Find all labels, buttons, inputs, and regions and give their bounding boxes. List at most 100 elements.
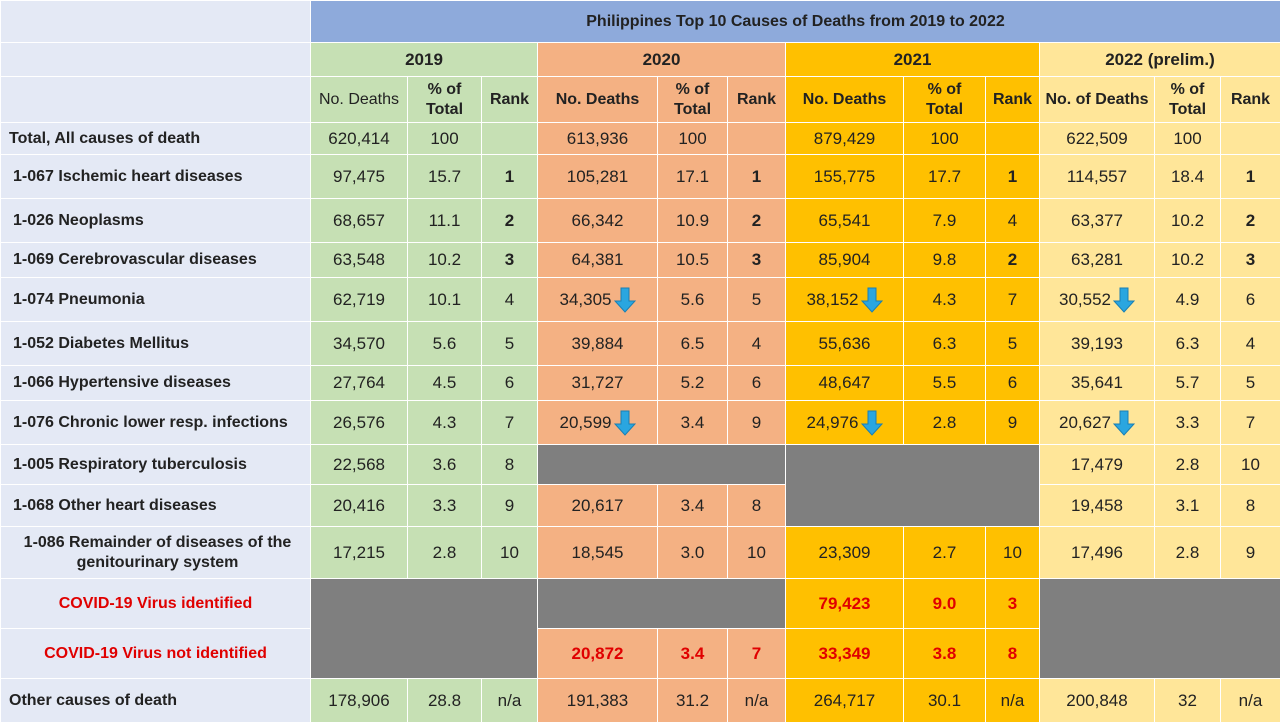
table-title: Philippines Top 10 Causes of Deaths from… (311, 1, 1280, 43)
col-header: Rank (482, 77, 538, 123)
year-header-2020: 2020 (538, 43, 786, 77)
cell-percent: 2.7 (904, 527, 986, 579)
col-header: No. of Deaths (1040, 77, 1155, 123)
row-label: Other causes of death (1, 679, 311, 723)
cell-percent: 2.8 (904, 401, 986, 445)
table-row: 1-005 Respiratory tuberculosis 22,568 3.… (1, 445, 1280, 485)
cell-percent: 3.6 (408, 445, 482, 485)
table-row: 1-052 Diabetes Mellitus 34,570 5.6 5 39,… (1, 322, 1280, 366)
cell-deaths: 79,423 (786, 579, 904, 629)
row-label: 1-052 Diabetes Mellitus (1, 322, 311, 366)
cell-percent: 3.1 (1155, 485, 1221, 527)
cell-deaths: 27,764 (311, 366, 408, 401)
cell-rank: 7 (1221, 401, 1280, 445)
table-row-covid: COVID-19 Virus identified 79,423 9.0 3 (1, 579, 1280, 629)
cell-rank: 1 (986, 155, 1040, 199)
cell-rank: 9 (1221, 527, 1280, 579)
cell-deaths: 64,381 (538, 243, 658, 278)
cell-rank: 3 (728, 243, 786, 278)
deaths-value: 20,599 (560, 413, 612, 433)
row-label: 1-005 Respiratory tuberculosis (1, 445, 311, 485)
row-label: 1-026 Neoplasms (1, 199, 311, 243)
cell-percent: 28.8 (408, 679, 482, 723)
cell-deaths: 18,545 (538, 527, 658, 579)
cell-percent: 3.3 (408, 485, 482, 527)
table-row: 1-074 Pneumonia 62,719 10.1 4 34,305 5.6… (1, 278, 1280, 322)
cell-rank: 2 (1221, 199, 1280, 243)
cell-rank: 8 (1221, 485, 1280, 527)
table-row: 1-068 Other heart diseases 20,416 3.3 9 … (1, 485, 1280, 527)
cell-deaths: 48,647 (786, 366, 904, 401)
col-header: % of Total (904, 77, 986, 123)
table-row: 1-067 Ischemic heart diseases 97,475 15.… (1, 155, 1280, 199)
down-arrow-icon (614, 287, 636, 313)
cell-percent: 9.8 (904, 243, 986, 278)
col-header: No. Deaths (786, 77, 904, 123)
cell-deaths: 38,152 (786, 278, 904, 322)
deaths-value: 30,552 (1059, 290, 1111, 310)
cell-rank (482, 123, 538, 155)
cell-percent: 4.5 (408, 366, 482, 401)
cell-rank: 10 (728, 527, 786, 579)
table-row: 1-066 Hypertensive diseases 27,764 4.5 6… (1, 366, 1280, 401)
cell-deaths: 17,496 (1040, 527, 1155, 579)
cell-rank: 8 (728, 485, 786, 527)
cell-rank: 5 (986, 322, 1040, 366)
down-arrow-icon (614, 410, 636, 436)
col-header: Rank (986, 77, 1040, 123)
cell-rank: 4 (728, 322, 786, 366)
cell-rank: 9 (728, 401, 786, 445)
cell-deaths: 31,727 (538, 366, 658, 401)
row-label: Total, All causes of death (1, 123, 311, 155)
cell-rank: 1 (1221, 155, 1280, 199)
cell-rank: 2 (482, 199, 538, 243)
cell-rank (728, 123, 786, 155)
year-header-2022: 2022 (prelim.) (1040, 43, 1280, 77)
cell-rank: 6 (482, 366, 538, 401)
cell-deaths: 264,717 (786, 679, 904, 723)
cell-deaths: 35,641 (1040, 366, 1155, 401)
cell-rank: 6 (728, 366, 786, 401)
cell-percent: 10.9 (658, 199, 728, 243)
cell-rank (1221, 123, 1280, 155)
row-label: COVID-19 Virus not identified (1, 629, 311, 679)
year-header-2021: 2021 (786, 43, 1040, 77)
year-row: 2019 2020 2021 2022 (prelim.) (1, 43, 1280, 77)
cell-percent: 4.9 (1155, 278, 1221, 322)
cell-percent: 6.5 (658, 322, 728, 366)
cell-rank: 5 (482, 322, 538, 366)
row-label: 1-068 Other heart diseases (1, 485, 311, 527)
cell-deaths: 39,193 (1040, 322, 1155, 366)
cell-rank: 10 (986, 527, 1040, 579)
row-label: 1-076 Chronic lower resp. infections (1, 401, 311, 445)
cell-percent: 17.7 (904, 155, 986, 199)
deaths-value: 34,305 (560, 290, 612, 310)
cell-deaths: 613,936 (538, 123, 658, 155)
cell-deaths: 63,281 (1040, 243, 1155, 278)
cell-rank: 4 (482, 278, 538, 322)
table-row: 1-086 Remainder of diseases of the genit… (1, 527, 1280, 579)
title-row: Philippines Top 10 Causes of Deaths from… (1, 1, 1280, 43)
deaths-value: 20,627 (1059, 413, 1111, 433)
not-in-top-cell (311, 579, 538, 679)
cell-percent: 3.8 (904, 629, 986, 679)
cell-deaths: 23,309 (786, 527, 904, 579)
cell-rank: 10 (1221, 445, 1280, 485)
col-header: Rank (1221, 77, 1280, 123)
down-arrow-icon (1113, 287, 1135, 313)
cell-percent: 31.2 (658, 679, 728, 723)
cell-percent: 3.4 (658, 485, 728, 527)
down-arrow-icon (861, 287, 883, 313)
cell-deaths: 879,429 (786, 123, 904, 155)
not-in-top-cell (538, 579, 786, 629)
cell-rank: 2 (728, 199, 786, 243)
cell-rank: 10 (482, 527, 538, 579)
not-in-top-cell (538, 445, 786, 485)
cell-percent: 3.4 (658, 401, 728, 445)
cell-deaths: 191,383 (538, 679, 658, 723)
cell-rank: n/a (728, 679, 786, 723)
col-header: % of Total (408, 77, 482, 123)
col-header: Rank (728, 77, 786, 123)
cell-deaths: 20,617 (538, 485, 658, 527)
cell-deaths: 65,541 (786, 199, 904, 243)
